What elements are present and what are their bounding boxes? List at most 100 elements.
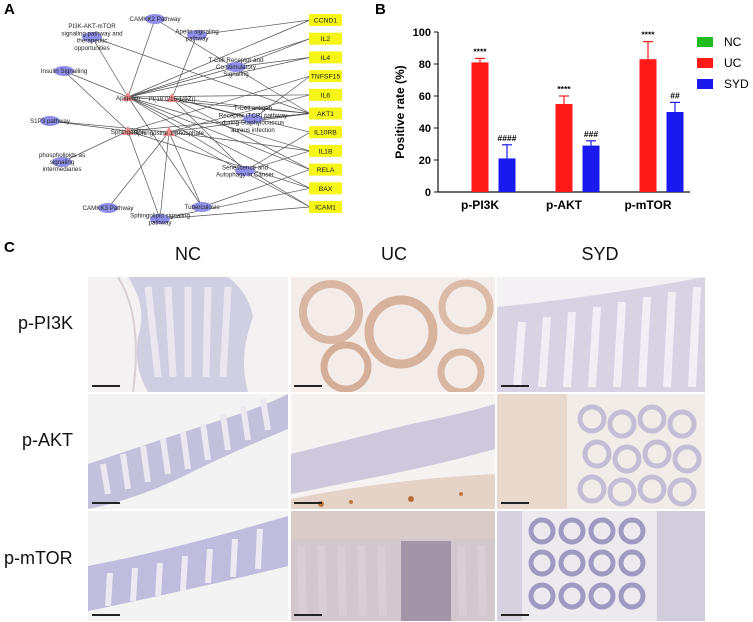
scale-bar — [92, 385, 120, 387]
row-header-p-mtor: p-mTOR — [4, 548, 73, 568]
network-edge — [127, 66, 237, 98]
bar-uc-p-akt — [555, 104, 573, 192]
network-edge — [127, 96, 311, 152]
network-edge — [159, 187, 311, 220]
pathway-label: CAMKK3 Pathway — [83, 205, 135, 212]
significance-label: #### — [498, 133, 517, 143]
significance-label: **** — [641, 30, 655, 40]
gene-label: IL2 — [321, 36, 331, 43]
compound-node-shape — [166, 93, 178, 102]
network-edge — [127, 96, 311, 208]
gene-label: RELA — [317, 167, 335, 174]
row-header-p-pi3k: p-PI3K — [18, 313, 74, 333]
pathway-node-shape — [40, 116, 60, 126]
gene-label: IL6 — [321, 92, 331, 99]
pathway-label: T-Cell Receptor and Co-stimulatory Signali… — [208, 57, 264, 78]
network-edge — [127, 96, 311, 189]
gene-node: BAX — [309, 182, 342, 195]
network-edge — [127, 96, 311, 114]
gene-node: AKT1 — [309, 107, 342, 120]
gene-label: IL4 — [321, 55, 331, 62]
network-edge — [63, 70, 129, 132]
network-edge — [235, 38, 311, 68]
gene-node-shape — [309, 182, 342, 195]
gene-node: TNFSF15 — [309, 70, 342, 83]
gene-node: IL1B — [309, 144, 342, 157]
pathway-node-shape — [82, 32, 102, 42]
network-graph: PI3K-AKT-mTOR signaling pathway and therap… — [30, 14, 342, 227]
network-nodes: PI3K-AKT-mTOR signaling pathway and therap… — [30, 14, 342, 227]
scale-bar — [501, 502, 529, 504]
histology-syd-p-akt — [497, 394, 705, 509]
gene-node: ICAM1 — [309, 201, 342, 213]
pathway-node: T-Cell Receptor and Co-stimulatory Signali… — [208, 57, 264, 78]
pathway-node-shape — [243, 114, 263, 124]
gene-node: IL6 — [309, 88, 342, 101]
pathway-node-shape — [235, 166, 255, 176]
gene-node: CCND1 — [309, 14, 342, 26]
compound-label: Apigenin — [116, 95, 141, 102]
panel-label-a: A — [4, 1, 15, 18]
column-header-nc: NC — [175, 244, 201, 264]
pathway-node: Insulin Signalling — [41, 66, 88, 76]
histology-syd-p-mtor — [497, 511, 705, 621]
network-edge — [127, 130, 311, 189]
gene-label: ICAM1 — [315, 205, 336, 212]
pathway-label: PI3K-AKT-mTOR signaling pathway and therap… — [61, 23, 123, 52]
network-edge — [91, 36, 311, 114]
histology-nc-p-akt — [88, 394, 288, 509]
network-edge — [127, 130, 161, 220]
histology-nc-p-mtor — [88, 511, 288, 621]
bar-uc-p-mtor — [639, 59, 657, 193]
pathway-label: Sphingolipid signaling pathway — [130, 212, 190, 226]
network-edge — [244, 150, 311, 172]
pathway-label: Insulin Signalling — [41, 68, 88, 75]
network-edge — [201, 169, 311, 208]
significance-label: ### — [584, 129, 598, 139]
compound-label: PI(18:0/16:1(9Z)) — [148, 96, 195, 103]
y-tick-label: 40 — [419, 123, 431, 135]
network-edge — [196, 19, 311, 36]
legend-label: UC — [724, 56, 742, 70]
pathway-label: Senescence and Autophagy in Cancer — [216, 164, 274, 178]
network-edge — [49, 120, 129, 132]
scale-bar — [294, 502, 322, 504]
network-edge — [171, 97, 246, 172]
gene-node: IL4 — [309, 51, 342, 64]
legend-swatch — [697, 37, 713, 47]
pathway-label: CAMKK2 Pathway — [130, 16, 182, 23]
network-edge — [235, 57, 311, 68]
pathway-node-shape — [187, 30, 207, 40]
y-tick-label: 100 — [413, 27, 431, 39]
network-edge — [107, 131, 170, 209]
histology-uc-p-mtor — [291, 511, 495, 621]
gene-node: IL10RB — [309, 126, 342, 139]
compound-node: Apigenin — [116, 92, 141, 102]
pathway-node: Apelin signaling pathway — [175, 28, 219, 42]
pathway-node-shape — [52, 157, 72, 167]
compound-node: PI(18:0/16:1(9Z)) — [148, 93, 196, 103]
network-edge — [127, 19, 311, 98]
histology-nc-p-pi3k — [88, 277, 288, 392]
compound-node-shape — [163, 127, 175, 136]
network-edge — [127, 75, 311, 132]
gene-node-shape — [309, 88, 342, 101]
network-edge — [91, 36, 129, 98]
gene-node-shape — [309, 32, 342, 45]
network-edge — [171, 97, 254, 120]
compound-node-shape — [122, 126, 134, 135]
column-header-syd: SYD — [581, 244, 619, 264]
network-edge — [252, 75, 311, 120]
scale-bar — [294, 385, 322, 387]
pathway-node-shape — [226, 62, 246, 72]
pathway-node: Sphingolipid signaling pathway — [130, 212, 190, 226]
gene-label: IL1B — [319, 148, 333, 155]
network-edge — [127, 96, 203, 208]
scale-bar — [92, 502, 120, 504]
gene-node-shape — [309, 107, 342, 120]
network-edge — [168, 131, 311, 152]
pathway-node: T-Cell antigen Receptor (TCR) pathway duri… — [219, 105, 288, 134]
scale-bar — [501, 385, 529, 387]
pathway-node-shape — [54, 66, 74, 76]
pathway-node: phospholipids as signaling intermediaries — [39, 152, 85, 173]
